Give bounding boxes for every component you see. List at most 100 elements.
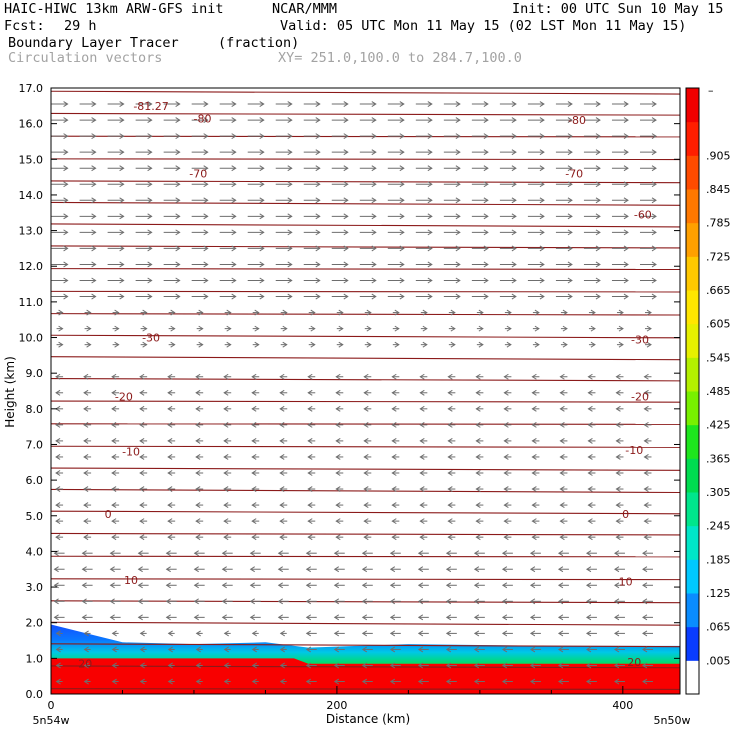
colorbar: .005 .065 .125 .185 .245 .305 .365 .425 .485 .545…: [685, 84, 731, 695]
isotherm-label: -30: [142, 332, 160, 345]
vector-arrowhead: [371, 277, 377, 284]
vector-arrowhead: [511, 181, 517, 188]
vector-arrowhead: [333, 566, 340, 573]
vector-arrowhead: [615, 437, 621, 444]
isotherm-line: [51, 334, 680, 339]
vector-arrowhead: [623, 117, 629, 124]
vector-arrowhead: [119, 229, 125, 236]
vector-arrowhead: [511, 197, 517, 204]
vector-arrowhead: [343, 213, 349, 220]
vector-arrowhead: [193, 614, 199, 621]
vector-arrowhead: [651, 133, 657, 140]
vector-arrowhead: [399, 197, 405, 204]
vector-arrowhead: [539, 213, 545, 220]
vector-arrowhead: [557, 566, 564, 573]
vector-arrowhead: [389, 582, 396, 589]
vector-arrowhead: [391, 534, 397, 541]
vector-arrowhead: [445, 566, 452, 573]
vector-arrowhead: [534, 309, 540, 316]
vector-arrowhead: [361, 550, 368, 557]
vector-arrowhead: [167, 502, 173, 508]
vector-arrowhead: [305, 662, 312, 669]
vector-arrowhead: [55, 437, 61, 444]
vector-arrowhead: [447, 502, 453, 508]
vector-arrowhead: [503, 470, 509, 476]
colorbar-label: .665: [706, 284, 731, 297]
vector-arrowhead: [83, 421, 89, 428]
vector-arrowhead: [259, 293, 265, 300]
vector-arrowhead: [55, 454, 61, 460]
vector-arrowhead: [305, 598, 312, 605]
vector-arrowhead: [139, 486, 145, 492]
vector-arrowhead: [643, 454, 649, 460]
vector-arrowhead: [53, 582, 59, 589]
vector-arrowhead: [643, 534, 649, 541]
vector-arrowhead: [646, 309, 652, 316]
vector-arrowhead: [259, 229, 265, 236]
vector-arrowhead: [501, 614, 508, 621]
vector-arrowhead: [623, 213, 629, 220]
vector-arrowhead: [595, 117, 601, 124]
vector-arrowhead: [559, 389, 565, 396]
vector-arrowhead: [231, 165, 237, 172]
vector-arrowhead: [251, 373, 257, 380]
vector-arrowhead: [111, 373, 117, 380]
vector-arrowhead: [419, 389, 425, 396]
vector-arrowhead: [335, 405, 341, 412]
vector-arrowhead: [221, 614, 227, 621]
vector-arrowhead: [279, 470, 285, 476]
vector-arrowhead: [511, 133, 517, 140]
vector-arrowhead: [277, 598, 283, 605]
vector-arrowhead: [63, 149, 69, 156]
vector-arrowhead: [455, 197, 461, 204]
vector-arrowhead: [399, 165, 405, 172]
vector-arrowhead: [223, 662, 229, 669]
vector-arrowhead: [259, 197, 265, 204]
vector-arrowhead: [623, 165, 629, 172]
vector-arrowhead: [475, 486, 481, 492]
vector-arrowhead: [315, 149, 321, 156]
x-start-label: 5n54w: [33, 714, 70, 727]
vector-arrowhead: [503, 454, 509, 460]
vector-arrowhead: [223, 502, 229, 508]
vector-arrowhead: [167, 662, 173, 669]
vector-arrowhead: [305, 630, 312, 637]
vector-arrowhead: [483, 181, 489, 188]
isotherm-label: -20: [115, 390, 133, 403]
colorbar-label: .605: [706, 318, 731, 331]
vector-arrowhead: [343, 117, 349, 124]
vector-arrowhead: [338, 309, 344, 316]
vector-arrowhead: [170, 309, 176, 316]
y-tick-label: 7.0: [26, 438, 44, 451]
vector-arrowhead: [83, 486, 89, 492]
vector-arrowhead: [139, 373, 145, 380]
vector-arrowhead: [473, 646, 480, 653]
cross-section-endpoints: XY= 251.0,100.0 to 284.7,100.0: [278, 50, 522, 66]
vector-arrowhead: [643, 421, 649, 428]
vector-arrowhead: [475, 518, 481, 525]
vector-arrowhead: [567, 261, 573, 268]
vector-arrowhead: [83, 678, 89, 685]
vector-arrowhead: [137, 550, 143, 557]
vector-arrowhead: [651, 101, 657, 107]
vector-arrowhead: [399, 277, 405, 284]
vector-arrowhead: [254, 341, 260, 348]
vector-arrowhead: [557, 598, 564, 605]
vector-arrowhead: [615, 534, 621, 541]
vector-arrowhead: [147, 181, 153, 188]
vector-arrowhead: [58, 341, 64, 348]
isotherm-label: 20: [627, 656, 641, 669]
vector-arrowhead: [618, 325, 624, 332]
vector-arrowhead: [361, 678, 368, 685]
x-tick-label: 400: [612, 699, 633, 712]
vector-arrowhead: [249, 582, 255, 589]
vector-arrowhead: [279, 405, 285, 412]
vector-arrowhead: [231, 277, 237, 284]
vector-arrowhead: [417, 550, 424, 557]
vector-arrowhead: [81, 614, 87, 621]
vector-arrowhead: [539, 229, 545, 236]
vector-arrowhead: [198, 309, 204, 316]
vector-arrowhead: [427, 101, 433, 107]
vector-arrowhead: [391, 486, 397, 492]
colorbar-swatch: [686, 155, 699, 190]
